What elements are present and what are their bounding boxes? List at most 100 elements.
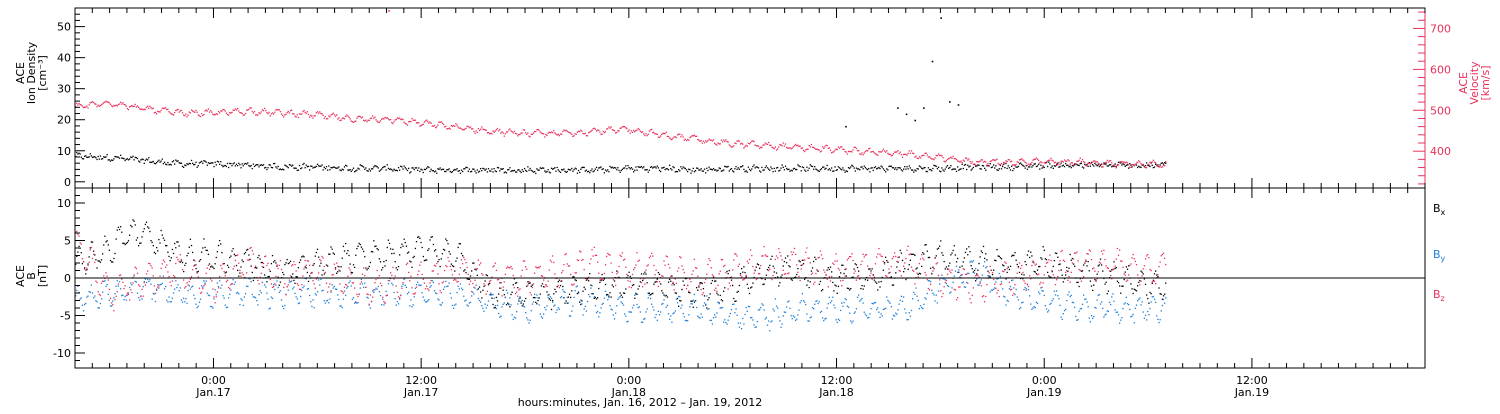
velocity-point bbox=[112, 106, 113, 107]
by-point bbox=[374, 289, 375, 290]
bx-point bbox=[233, 248, 234, 249]
bx-point bbox=[797, 268, 798, 269]
velocity-point bbox=[631, 130, 632, 131]
by-point bbox=[775, 298, 776, 299]
by-point bbox=[624, 313, 625, 314]
density-point bbox=[702, 170, 703, 171]
density-point bbox=[773, 171, 774, 172]
density-point bbox=[1012, 170, 1013, 171]
by-point bbox=[919, 308, 920, 309]
bz-point bbox=[417, 274, 418, 275]
bx-point bbox=[570, 297, 571, 298]
by-point bbox=[100, 303, 101, 304]
density-point bbox=[476, 172, 477, 173]
bx-point bbox=[389, 243, 390, 244]
bx-point bbox=[189, 247, 190, 248]
velocity-point bbox=[1151, 163, 1152, 164]
by-point bbox=[815, 301, 816, 302]
density-point bbox=[143, 159, 144, 160]
bz-point bbox=[472, 283, 473, 284]
by-point bbox=[904, 308, 905, 309]
velocity-point bbox=[686, 140, 687, 141]
bx-point bbox=[176, 241, 177, 242]
by-point bbox=[787, 301, 788, 302]
bz-point bbox=[1068, 276, 1069, 277]
bz-point bbox=[563, 264, 564, 265]
bz-point bbox=[329, 283, 330, 284]
bx-point bbox=[191, 245, 192, 246]
density-point bbox=[1052, 165, 1053, 166]
bz-point bbox=[905, 258, 906, 259]
by-point bbox=[461, 288, 462, 289]
bz-point bbox=[1148, 257, 1149, 258]
by-point bbox=[764, 309, 765, 310]
bx-point bbox=[683, 280, 684, 281]
by-point bbox=[747, 311, 748, 312]
velocity-point bbox=[711, 139, 712, 140]
by-point bbox=[613, 314, 614, 315]
velocity-point bbox=[980, 161, 981, 162]
by-point bbox=[255, 297, 256, 298]
bz-point bbox=[267, 263, 268, 264]
by-point bbox=[803, 300, 804, 301]
bz-point bbox=[96, 282, 97, 283]
by-point bbox=[741, 328, 742, 329]
velocity-point bbox=[184, 115, 185, 116]
by-point bbox=[616, 305, 617, 306]
by-point bbox=[458, 286, 459, 287]
by-point bbox=[431, 285, 432, 286]
by-point bbox=[993, 289, 994, 290]
bx-point bbox=[721, 299, 722, 300]
by-point bbox=[156, 290, 157, 291]
velocity-point bbox=[734, 142, 735, 143]
by-point bbox=[236, 292, 237, 293]
bx-point bbox=[534, 297, 535, 298]
by-point bbox=[890, 303, 891, 304]
density-point bbox=[837, 169, 838, 170]
bz-point bbox=[760, 265, 761, 266]
by-point bbox=[332, 284, 333, 285]
bz-point bbox=[80, 242, 81, 243]
velocity-point bbox=[1052, 160, 1053, 161]
by-point bbox=[122, 295, 123, 296]
density-point bbox=[166, 164, 167, 165]
bz-point bbox=[437, 273, 438, 274]
velocity-point bbox=[1099, 163, 1100, 164]
density-point bbox=[1153, 167, 1154, 168]
by-point bbox=[90, 292, 91, 293]
bz-point bbox=[197, 272, 198, 273]
bx-point bbox=[116, 238, 117, 239]
velocity-point bbox=[679, 134, 680, 135]
density-point bbox=[838, 166, 839, 167]
by-point bbox=[734, 312, 735, 313]
bx-point bbox=[172, 249, 173, 250]
bz-point bbox=[653, 265, 654, 266]
velocity-point bbox=[847, 153, 848, 154]
by-point bbox=[455, 303, 456, 304]
bz-point bbox=[784, 274, 785, 275]
density-point bbox=[496, 171, 497, 172]
density-point bbox=[642, 167, 643, 168]
bz-point bbox=[767, 256, 768, 257]
density-point bbox=[271, 167, 272, 168]
velocity-point bbox=[80, 104, 81, 105]
density-point bbox=[695, 170, 696, 171]
bz-point bbox=[824, 272, 825, 273]
bx-point bbox=[261, 262, 262, 263]
bz-point bbox=[725, 272, 726, 273]
bz-point bbox=[209, 269, 210, 270]
bx-point bbox=[1045, 258, 1046, 259]
bz-point bbox=[458, 281, 459, 282]
bx-point bbox=[939, 246, 940, 247]
density-point bbox=[246, 163, 247, 164]
velocity-point bbox=[788, 147, 789, 148]
bx-point bbox=[1117, 281, 1118, 282]
by-point bbox=[551, 298, 552, 299]
density-point bbox=[186, 163, 187, 164]
velocity-point bbox=[280, 111, 281, 112]
by-point bbox=[1124, 303, 1125, 304]
bx-point bbox=[865, 279, 866, 280]
velocity-point bbox=[569, 132, 570, 133]
density-point bbox=[776, 167, 777, 168]
axes-layer bbox=[75, 8, 1425, 368]
